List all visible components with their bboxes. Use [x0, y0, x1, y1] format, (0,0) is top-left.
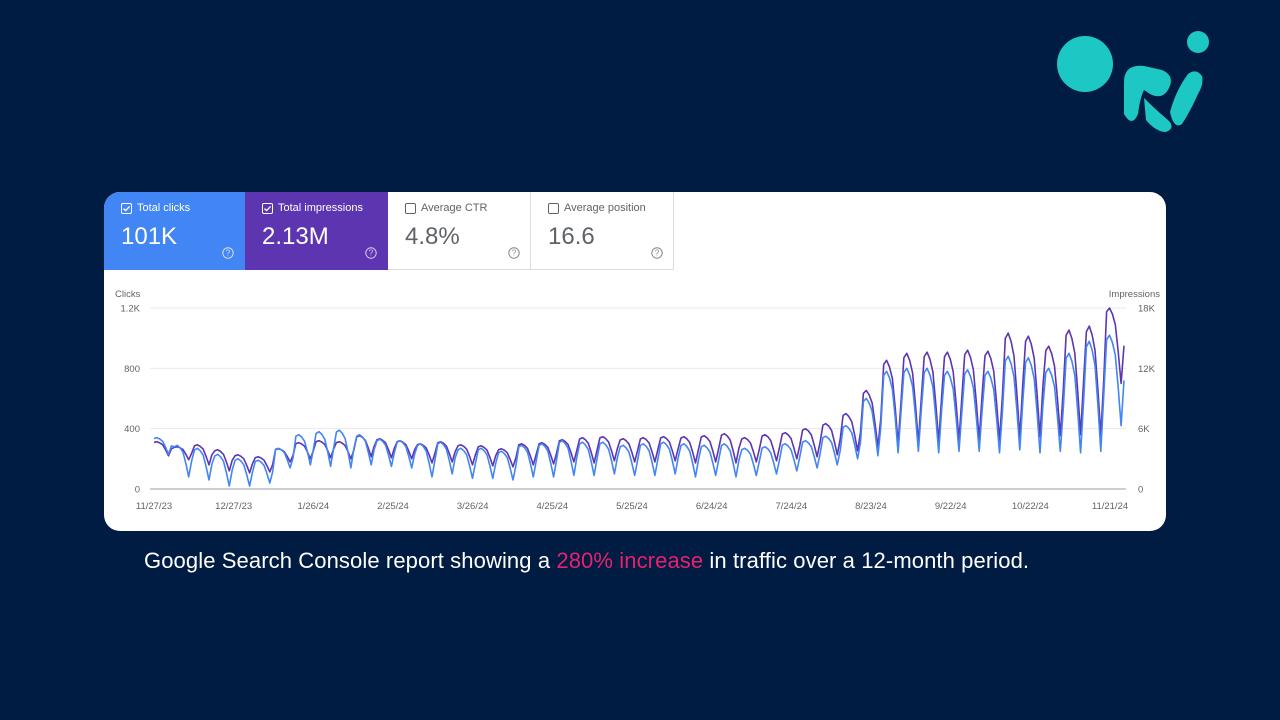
left-axis-title: Clicks: [115, 289, 141, 300]
performance-chart: Clicks Impressions 0 400 800 1.2K 0 6K 12K 18K 11/…: [115, 289, 1160, 512]
left-tick-label: 0: [135, 485, 140, 496]
checkbox-unchecked-icon[interactable]: [548, 202, 559, 214]
x-tick-label: 7/24/24: [775, 501, 807, 512]
x-tick-label: 5/25/24: [616, 501, 648, 512]
svg-text:?: ?: [512, 249, 517, 258]
metric-label: Total impressions: [278, 202, 363, 214]
right-tick-label: 18K: [1138, 304, 1156, 315]
caption-text: Google Search Console report showing a: [144, 548, 557, 573]
right-tick-label: 6K: [1138, 424, 1150, 435]
help-icon[interactable]: ?: [222, 247, 234, 259]
svg-text:?: ?: [655, 249, 660, 258]
metric-label: Average position: [564, 202, 646, 214]
metric-average-position[interactable]: Average position 16.6 ?: [531, 192, 674, 270]
left-tick-label: 800: [124, 364, 140, 375]
metric-label: Total clicks: [137, 202, 191, 214]
x-tick-label: 4/25/24: [536, 501, 568, 512]
x-tick-label: 3/26/24: [457, 501, 489, 512]
left-tick-label: 1.2K: [120, 304, 140, 315]
ori-logo: [1057, 31, 1209, 132]
checkbox-checked-icon[interactable]: [262, 202, 273, 214]
metric-total-impressions[interactable]: Total impressions 2.13M ?: [245, 192, 388, 270]
metric-average-ctr[interactable]: Average CTR 4.8% ?: [388, 192, 531, 270]
metric-total-clicks[interactable]: Total clicks 101K ?: [104, 192, 245, 270]
x-tick-label: 11/27/23: [136, 501, 172, 512]
search-console-card: Clicks Impressions 0 400 800 1.2K 0 6K 12K 18K 11/…: [104, 192, 1166, 531]
caption: Google Search Console report showing a 2…: [144, 548, 1029, 574]
metric-value: 16.6: [548, 223, 595, 250]
metric-value: 2.13M: [262, 223, 329, 250]
x-tick-label: 12/27/23: [215, 501, 252, 512]
caption-text-end: in traffic over a 12-month period.: [703, 548, 1030, 573]
checkbox-checked-icon[interactable]: [121, 202, 132, 214]
left-tick-label: 400: [124, 424, 140, 435]
right-axis-title: Impressions: [1109, 289, 1160, 300]
series-line-impressions: [153, 307, 1125, 474]
metric-value: 101K: [121, 223, 178, 250]
svg-text:?: ?: [369, 249, 374, 258]
caption-highlight: 280% increase: [556, 548, 704, 573]
x-tick-label: 8/23/24: [855, 501, 887, 512]
metric-label: Average CTR: [421, 202, 488, 214]
right-tick-label: 12K: [1138, 364, 1156, 375]
x-tick-label: 9/22/24: [935, 501, 967, 512]
metrics-bar: Total clicks 101K ? Total impressions 2.…: [104, 192, 674, 270]
x-tick-label: 1/26/24: [297, 501, 329, 512]
help-icon[interactable]: ?: [508, 247, 520, 259]
svg-text:?: ?: [226, 249, 231, 258]
x-tick-label: 10/22/24: [1012, 501, 1049, 512]
x-tick-label: 6/24/24: [696, 501, 728, 512]
x-tick-label: 2/25/24: [377, 501, 409, 512]
right-tick-label: 0: [1138, 485, 1143, 496]
help-icon[interactable]: ?: [651, 247, 663, 259]
series-line-clicks: [153, 334, 1125, 487]
x-tick-label: 11/21/24: [1092, 501, 1128, 512]
help-icon[interactable]: ?: [365, 247, 377, 259]
checkbox-unchecked-icon[interactable]: [405, 202, 416, 214]
metric-value: 4.8%: [405, 223, 460, 250]
